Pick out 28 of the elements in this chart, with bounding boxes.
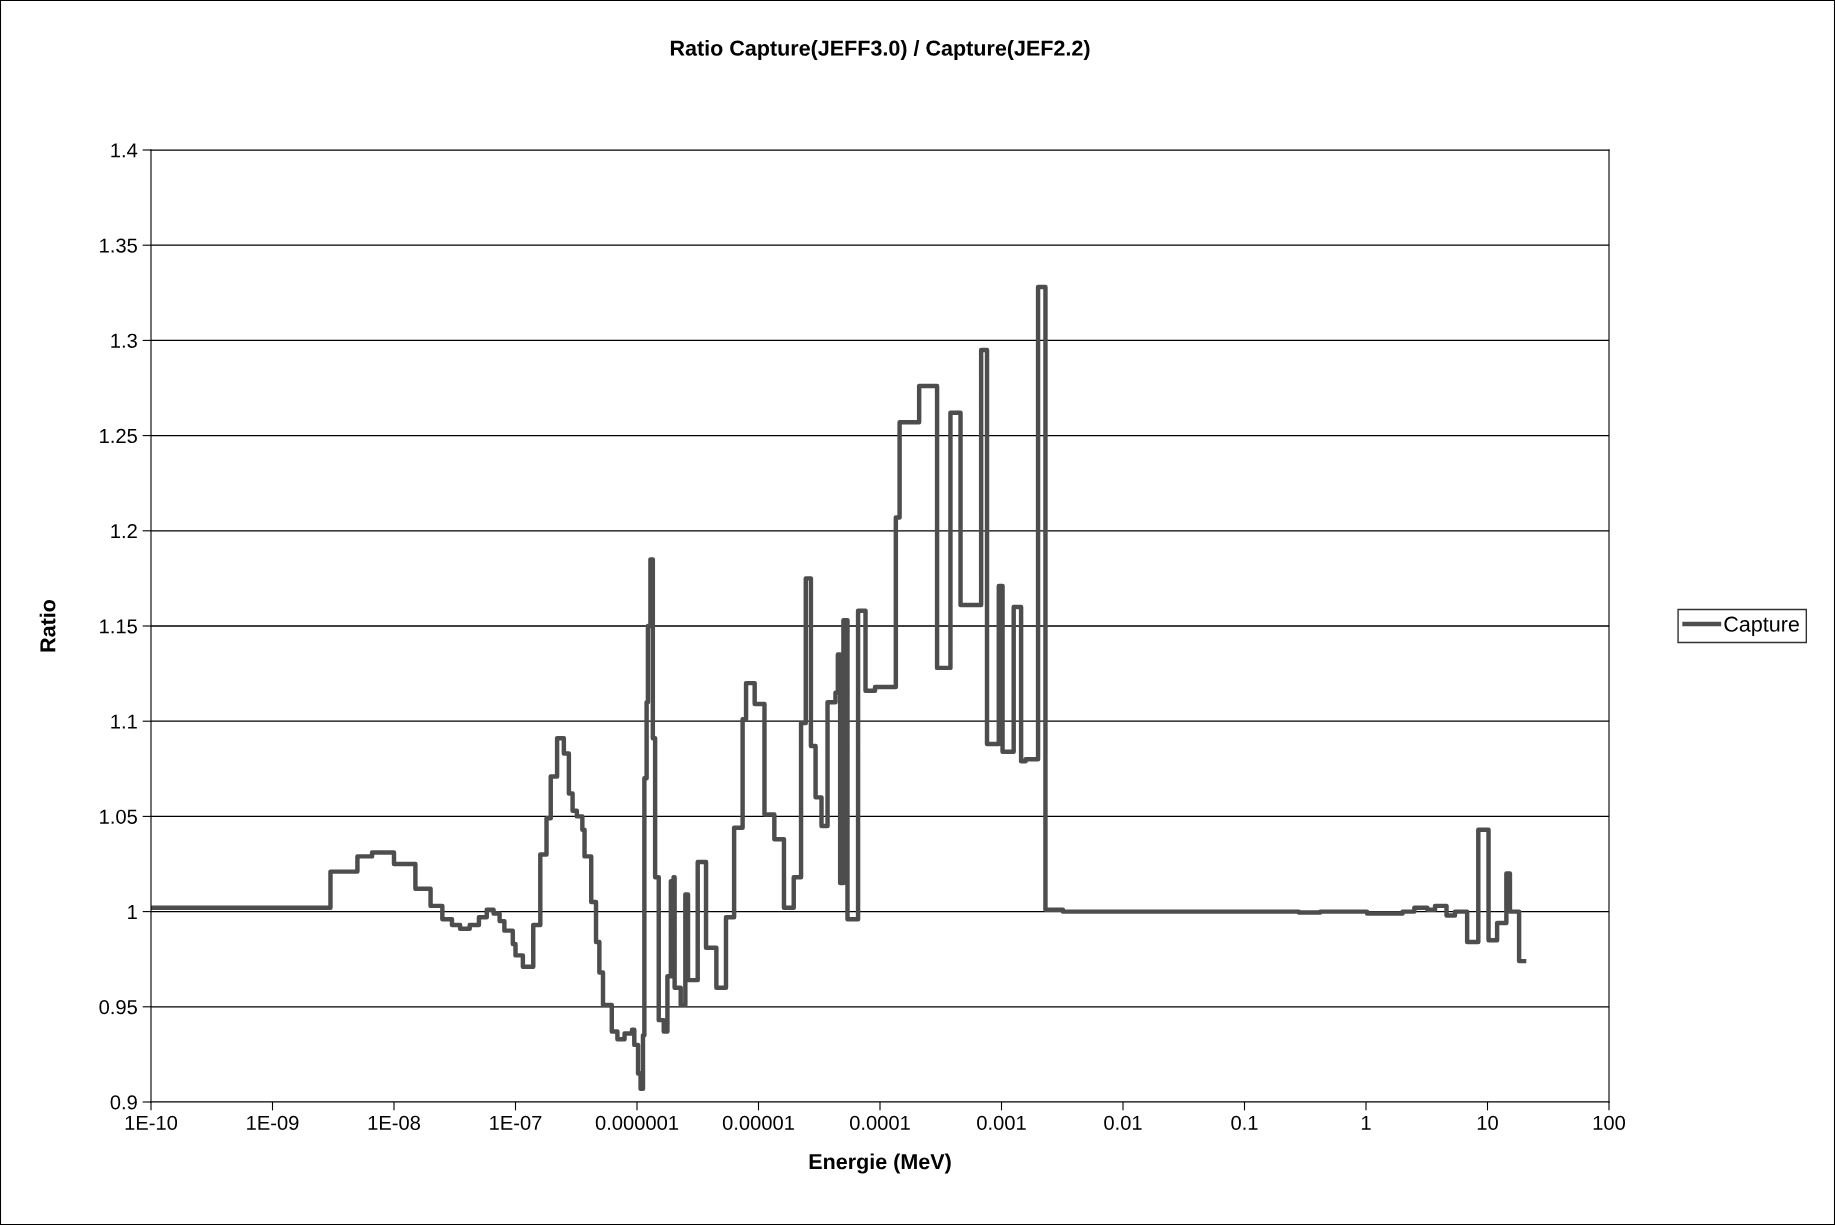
y-tick-label: 1.2 [111,524,137,539]
chart-title: Ratio Capture(JEFF3.0) / Capture(JEF2.2) [670,39,1090,61]
legend-label: Capture [1724,616,1799,637]
y-tick-label: 1.1 [111,714,137,729]
x-tick-label: 0.0001 [849,1115,910,1130]
x-tick-label: 1E-07 [490,1115,542,1130]
y-tick-label: 0.9 [110,1095,137,1110]
x-tick-label: 100 [1593,1115,1626,1130]
y-axis-title: Ratio [39,599,56,652]
x-tick-label: 1E-10 [125,1115,178,1130]
x-tick-label: 0.1 [1231,1115,1258,1130]
x-tick-label: 0.01 [1104,1115,1142,1130]
x-axis-title: Energie (MeV) [809,1153,951,1174]
y-tick-label: 1.25 [100,428,137,444]
y-tick-label: 1 [128,905,137,919]
y-tick-label: 0.95 [99,1000,137,1015]
x-tick-label: 0.001 [977,1115,1026,1130]
y-tick-label: 1.3 [111,333,137,348]
x-tick-label: 10 [1477,1115,1498,1130]
y-tick-label: 1.15 [100,619,137,634]
y-tick-label: 1.4 [111,143,138,158]
x-tick-label: 0.000001 [595,1115,679,1130]
y-tick-label: 1.35 [100,238,137,253]
x-tick-label: 1 [1361,1115,1371,1130]
y-tick-label: 1.05 [100,809,137,824]
x-tick-label: 1E-08 [368,1115,420,1130]
x-tick-label: 1E-09 [247,1115,299,1130]
x-tick-label: 0.00001 [722,1115,794,1130]
